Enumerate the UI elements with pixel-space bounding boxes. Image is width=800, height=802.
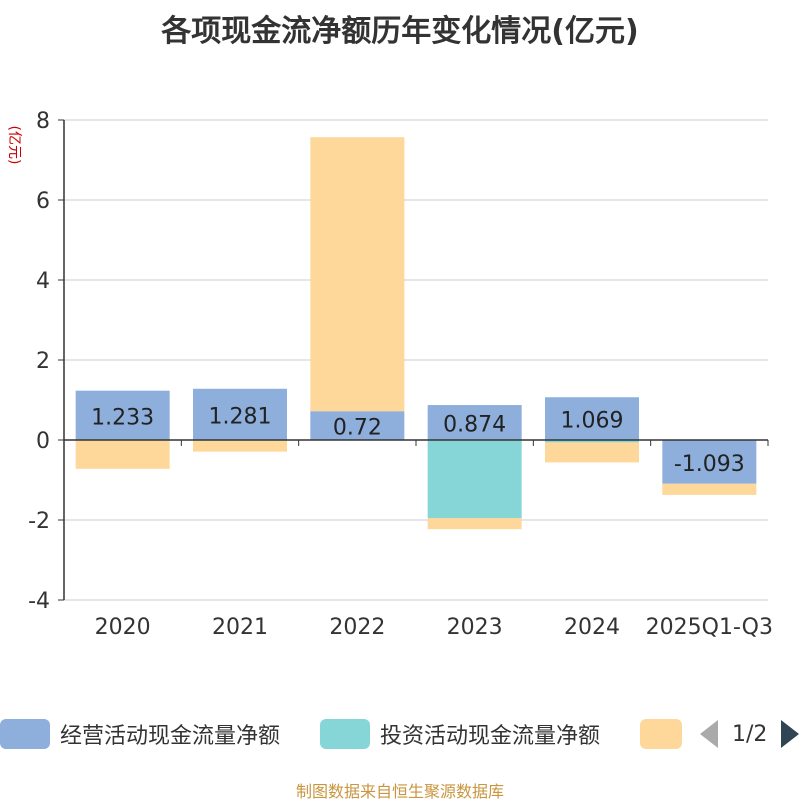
bar-operating	[310, 411, 405, 440]
y-tick-label: 4	[36, 269, 50, 294]
bar-financing	[427, 518, 522, 530]
legend-item-financing[interactable]	[640, 716, 692, 752]
chart-title: 各项现金流净额历年变化情况(亿元)	[161, 14, 639, 49]
data-label: 1.281	[209, 404, 272, 429]
y-tick-label: 6	[36, 189, 50, 214]
pager-text: 1/2	[732, 721, 768, 747]
x-tick-label: 2024	[564, 615, 620, 640]
y-tick-label: 0	[36, 429, 50, 454]
legend-swatch-investing	[320, 719, 370, 749]
x-tick-label: 2020	[95, 615, 151, 640]
pager-prev-icon[interactable]	[700, 720, 718, 748]
legend-swatch-financing	[640, 719, 682, 749]
legend-pager: 1/2	[700, 716, 800, 752]
y-tick-label: -2	[28, 509, 50, 534]
bar-financing	[193, 440, 287, 452]
data-label: 1.069	[561, 409, 624, 434]
legend: 经营活动现金流量净额 投资活动现金流量净额	[0, 716, 800, 756]
x-tick-label: 2022	[329, 615, 385, 640]
legend-label-investing: 投资活动现金流量净额	[380, 724, 601, 749]
bar-operating	[75, 390, 170, 440]
data-label: 1.233	[91, 405, 154, 430]
bar-investing	[545, 440, 639, 443]
bar-investing	[427, 440, 522, 518]
bar-financing	[545, 442, 639, 463]
source-note: 制图数据来自恒生聚源数据库	[295, 782, 504, 801]
legend-item-operating[interactable]: 经营活动现金流量净额	[0, 716, 280, 752]
legend-label-operating: 经营活动现金流量净额	[60, 724, 281, 749]
legend-item-investing[interactable]: 投资活动现金流量净额	[320, 716, 600, 752]
legend-swatch-operating	[0, 719, 50, 749]
bar-financing	[75, 440, 170, 469]
y-tick-label: -4	[28, 589, 50, 614]
x-tick-label: 2025Q1-Q3	[646, 615, 773, 640]
pager-next-icon[interactable]	[781, 720, 800, 748]
y-axis-unit-label: (亿元)	[6, 126, 22, 165]
data-label: 0.874	[443, 413, 506, 438]
x-tick-label: 2021	[212, 615, 268, 640]
y-tick-label: 2	[36, 349, 50, 374]
bar-operating	[193, 388, 287, 440]
bar-operating	[662, 440, 757, 484]
bar-financing	[662, 483, 757, 495]
data-label: 0.72	[333, 416, 382, 441]
x-tick-label: 2023	[447, 615, 503, 640]
y-tick-label: 8	[36, 109, 50, 134]
bar-operating	[427, 405, 522, 440]
data-label: -1.093	[674, 452, 745, 477]
bar-operating	[545, 397, 639, 440]
bar-financing	[310, 137, 405, 412]
